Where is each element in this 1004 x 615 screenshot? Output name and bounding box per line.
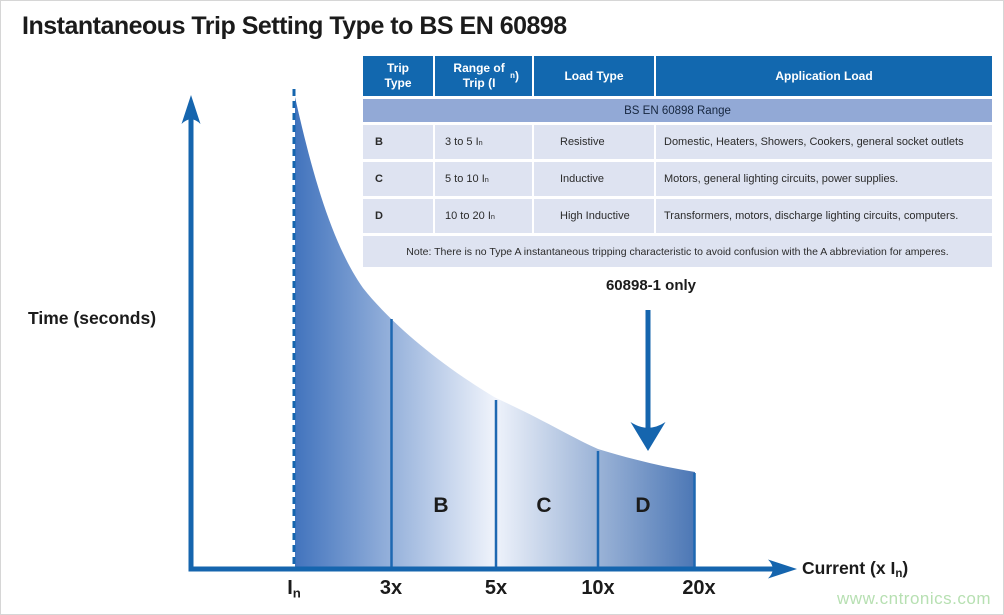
table-note: Note: There is no Type A instantaneous t… bbox=[363, 236, 992, 267]
trip-curve-fill bbox=[295, 97, 695, 567]
table-cell-load-c: Inductive bbox=[534, 162, 654, 196]
table-header-range-subscript: n bbox=[510, 71, 515, 81]
table-cell-load-b: Resistive bbox=[534, 125, 654, 159]
table-cell-load-d: High Inductive bbox=[534, 199, 654, 233]
table-cell-type-d: D bbox=[363, 199, 433, 233]
trip-type-table: Trip Type Range of Trip (I n) Load Type A… bbox=[363, 56, 992, 267]
range-text: 10 to 20 I bbox=[445, 210, 491, 222]
range-subscript: n bbox=[478, 137, 483, 147]
table-cell-application-c: Motors, general lighting circuits, power… bbox=[656, 162, 992, 196]
x-tick-3x: 3x bbox=[379, 577, 403, 599]
range-text: 5 to 10 I bbox=[445, 173, 485, 185]
table-band-bs-en-60898-range: BS EN 60898 Range bbox=[363, 99, 992, 122]
table-header-range-text: Range of Trip (I bbox=[453, 61, 505, 90]
watermark: www.cntronics.com bbox=[837, 589, 991, 608]
x-axis-label-close: ) bbox=[902, 558, 909, 578]
y-axis-arrow-icon bbox=[181, 95, 201, 124]
range-subscript: n bbox=[490, 211, 495, 221]
region-label-d: D bbox=[635, 494, 651, 517]
table-cell-application-b: Domestic, Heaters, Showers, Cookers, gen… bbox=[656, 125, 992, 159]
x-tick-in: In bbox=[287, 577, 301, 601]
x-tick-5x: 5x bbox=[484, 577, 508, 599]
page-title: Instantaneous Trip Setting Type to BS EN… bbox=[22, 12, 567, 40]
table-header-application-load: Application Load bbox=[656, 56, 992, 96]
table-header-range: Range of Trip (I n) bbox=[435, 56, 532, 96]
range-subscript: n bbox=[484, 174, 489, 184]
region-label-b: B bbox=[433, 494, 449, 517]
table-header-load-type: Load Type bbox=[534, 56, 654, 96]
region-label-c: C bbox=[536, 494, 552, 517]
x-tick-in-symbol: I bbox=[287, 577, 293, 599]
table-cell-type-b: B bbox=[363, 125, 433, 159]
x-axis-arrow-icon bbox=[768, 559, 797, 579]
table-cell-application-d: Transformers, motors, discharge lighting… bbox=[656, 199, 992, 233]
table-header-range-close: ) bbox=[515, 68, 519, 83]
annotation-arrow-icon bbox=[630, 422, 666, 451]
x-axis-label-text: Current (x I bbox=[802, 558, 896, 578]
x-tick-10x: 10x bbox=[581, 577, 615, 599]
x-tick-20x: 20x bbox=[682, 577, 716, 599]
x-tick-in-subscript: n bbox=[292, 585, 301, 601]
range-text: 3 to 5 I bbox=[445, 136, 479, 148]
annotation-60898-1-only: 60898-1 only bbox=[605, 277, 697, 294]
y-axis-label: Time (seconds) bbox=[28, 308, 157, 328]
table-header-trip-type: Trip Type bbox=[363, 56, 433, 96]
x-axis-label-subscript: n bbox=[895, 568, 903, 581]
x-axis-label: Current (x In) bbox=[802, 558, 908, 580]
table-cell-type-c: C bbox=[363, 162, 433, 196]
